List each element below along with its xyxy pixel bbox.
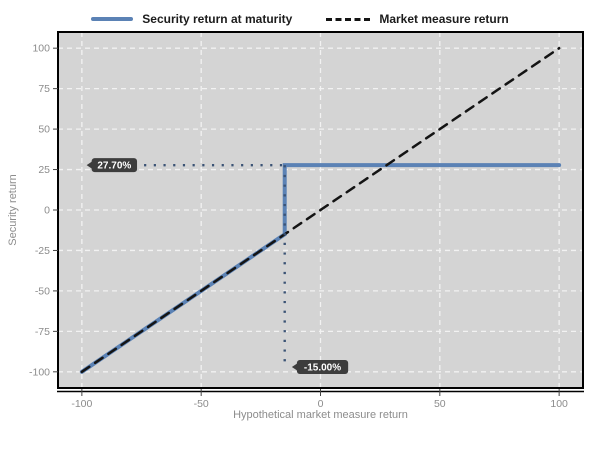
y-tick-label: -25 [35, 245, 50, 257]
y-tick-label: 75 [38, 83, 50, 95]
legend-dashed-line-swatch [326, 17, 371, 21]
legend-label-security-return: Security return at maturity [142, 12, 293, 26]
x-tick-label: 50 [434, 398, 446, 410]
x-tick-label: -100 [71, 398, 92, 410]
security-cap-callout-badge-label: 27.70% [97, 161, 131, 172]
y-tick-label: 50 [38, 124, 50, 136]
y-tick-label: -75 [35, 326, 50, 338]
x-tick-label: 0 [318, 398, 324, 410]
security-cap-callout-arrow [86, 161, 93, 170]
series-line-0 [79, 163, 562, 374]
buffer-threshold-callout-badge-label: -15.00% [304, 362, 341, 373]
buffer-threshold-callout-badge [296, 359, 349, 374]
series-line-1 [80, 46, 561, 374]
y-tick-label: 100 [32, 43, 50, 55]
legend-item-security-return[interactable]: Security return at maturity [91, 12, 292, 26]
legend: Security return at maturity Market measu… [0, 8, 600, 30]
x-tick-label: -50 [194, 398, 209, 410]
y-tick-label: 0 [44, 205, 50, 217]
y-axis-title: Security return [7, 174, 19, 246]
y-tick-label: -50 [35, 285, 50, 297]
x-tick-label: 100 [550, 398, 568, 410]
buffer-threshold-callout-arrow [291, 362, 298, 371]
y-tick-label: -100 [29, 366, 50, 378]
x-axis-title: Hypothetical market measure return [233, 409, 408, 421]
legend-item-market-return[interactable]: Market measure return [326, 12, 509, 26]
y-tick-label: 25 [38, 164, 50, 176]
security-cap-callout-badge [91, 158, 138, 173]
legend-label-market-return: Market measure return [379, 12, 509, 26]
legend-solid-line-swatch [91, 17, 134, 21]
